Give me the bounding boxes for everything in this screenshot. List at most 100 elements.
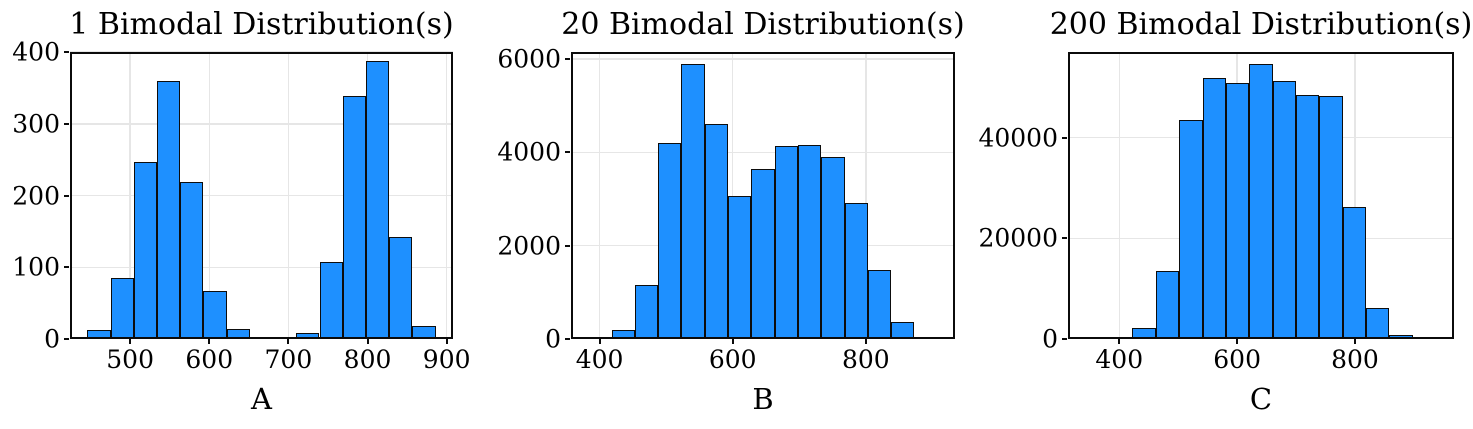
x-tick-label: 800	[1331, 345, 1379, 374]
subplot-label-b: B	[752, 382, 774, 416]
gridline	[571, 58, 955, 60]
y-tick-mark	[64, 338, 69, 340]
histogram-bar	[110, 278, 134, 339]
x-tick-label: 600	[708, 345, 757, 374]
y-tick-label: 100	[12, 252, 60, 282]
gridline	[70, 194, 453, 197]
y-tick-label: 6000	[497, 44, 561, 74]
histogram-bar	[1319, 96, 1343, 339]
chart-title-c: 200 Bimodal Distribution(s)	[1049, 7, 1473, 42]
gridline	[445, 52, 448, 339]
histogram-bar	[797, 144, 822, 339]
histogram-bar	[1179, 119, 1203, 339]
histogram-bar	[1249, 63, 1273, 339]
x-tick-label: 600	[185, 345, 234, 374]
gridline	[1118, 52, 1121, 339]
y-tick-mark	[64, 122, 69, 125]
histogram-bar	[844, 202, 868, 339]
histogram-bar	[867, 270, 892, 339]
y-tick-label: 300	[12, 109, 60, 139]
gridline	[287, 52, 290, 339]
y-tick-mark	[64, 266, 69, 269]
x-tick-mark	[864, 339, 867, 344]
x-tick-mark	[1236, 339, 1239, 344]
histogram-bar	[1389, 335, 1413, 339]
x-tick-mark	[731, 339, 734, 344]
y-tick-label: 0	[1042, 324, 1058, 354]
gridline	[865, 52, 867, 339]
x-tick-mark	[129, 339, 132, 344]
y-tick-label: 20000	[978, 223, 1058, 253]
x-tick-label: 900	[422, 345, 471, 374]
x-tick-mark	[1353, 339, 1356, 344]
y-tick-label: 400	[12, 37, 60, 67]
y-tick-mark	[565, 58, 570, 60]
histogram-bar	[658, 143, 682, 339]
y-tick-mark	[565, 338, 570, 340]
gridline	[571, 151, 955, 154]
histogram-bar	[133, 161, 158, 339]
x-tick-mark	[1118, 339, 1121, 344]
gridline	[70, 51, 453, 53]
x-tick-label: 600	[1213, 345, 1261, 374]
x-tick-mark	[445, 339, 448, 344]
histogram-bar	[296, 333, 320, 339]
x-tick-label: 400	[1095, 345, 1144, 374]
gridline	[598, 52, 601, 339]
histogram-bar	[681, 63, 705, 339]
histogram-bar	[1155, 270, 1180, 339]
histogram-bar	[157, 81, 181, 339]
histogram-bar	[1342, 207, 1367, 339]
y-tick-mark	[565, 244, 570, 247]
y-tick-mark	[64, 194, 69, 197]
y-tick-label: 0	[44, 324, 60, 354]
histogram-bar	[728, 195, 752, 339]
histogram-bar	[226, 328, 250, 339]
y-tick-label: 2000	[497, 231, 561, 261]
histogram-bar	[1366, 308, 1390, 339]
histogram-bar	[821, 156, 845, 339]
gridline	[1354, 52, 1356, 339]
y-tick-label: 40000	[978, 123, 1058, 153]
chart-title-b: 20 Bimodal Distribution(s)	[561, 7, 965, 42]
histogram-bar	[1132, 328, 1156, 339]
histogram-bar	[342, 95, 366, 339]
histogram-bar	[249, 337, 274, 339]
x-tick-label: 800	[841, 345, 890, 374]
gridline	[731, 52, 734, 339]
histogram-bar	[319, 261, 343, 339]
histogram-bar	[704, 124, 729, 339]
histogram-bar	[1225, 83, 1250, 339]
histogram-bar	[634, 285, 659, 339]
histogram-bar	[365, 60, 390, 339]
x-tick-mark	[287, 339, 290, 344]
histogram-bar	[412, 326, 436, 339]
histogram-bar	[203, 290, 227, 339]
gridline	[129, 52, 131, 339]
histogram-bar	[1085, 337, 1110, 339]
histogram-bar	[891, 321, 915, 339]
gridline	[70, 123, 453, 125]
x-tick-mark	[208, 339, 211, 344]
histogram-bar	[1109, 337, 1133, 339]
histogram-bar	[87, 330, 111, 339]
histogram-bar	[1272, 80, 1296, 339]
x-tick-mark	[366, 339, 369, 344]
histogram-bar	[751, 169, 775, 339]
subplot-label-c: C	[1249, 382, 1273, 416]
chart-title-a: 1 Bimodal Distribution(s)	[69, 7, 454, 42]
histogram-bar	[1202, 78, 1226, 339]
y-tick-label: 0	[545, 324, 561, 354]
y-tick-mark	[565, 151, 570, 154]
histogram-bar	[611, 329, 635, 339]
x-tick-label: 400	[575, 345, 624, 374]
y-tick-label: 200	[12, 181, 60, 210]
y-tick-label: 4000	[497, 137, 561, 167]
gridline	[208, 52, 211, 339]
gridline	[70, 266, 453, 268]
subplot-label-a: A	[251, 382, 272, 416]
x-tick-label: 500	[106, 345, 154, 374]
histogram-bar	[1412, 337, 1437, 339]
histogram-bar	[774, 146, 798, 339]
x-tick-mark	[598, 339, 601, 344]
